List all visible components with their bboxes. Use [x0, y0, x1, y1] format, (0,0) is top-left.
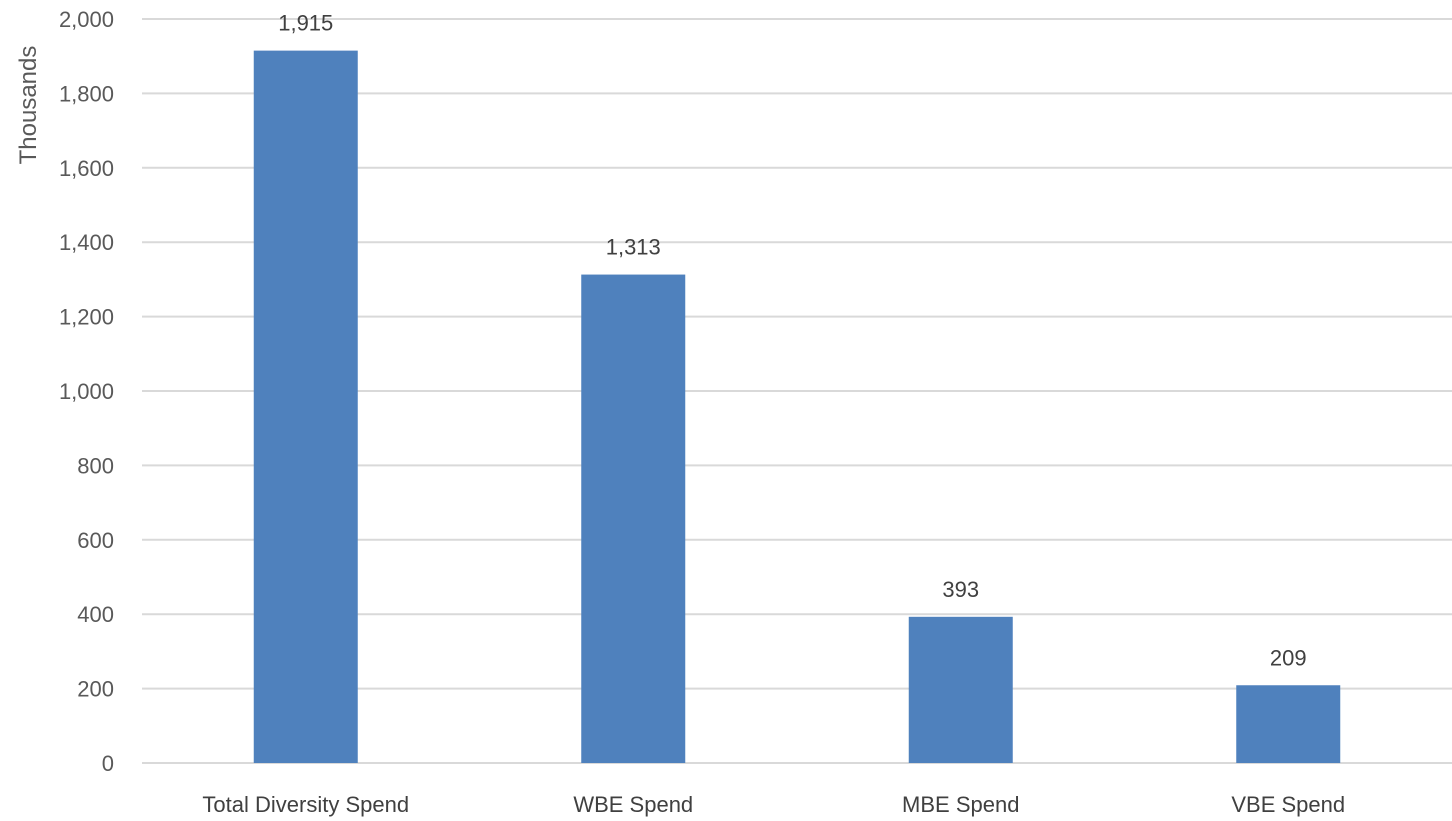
x-category-label: MBE Spend — [902, 792, 1019, 817]
y-tick-label: 0 — [102, 751, 114, 776]
y-axis-ticks: 0 200 400 600 800 1,000 1,200 1,400 1,600 1,800 2,… — [59, 7, 114, 776]
data-label: 1,313 — [606, 235, 661, 260]
y-tick-label: 2,000 — [59, 7, 114, 32]
data-labels: 1,915 1,313 393 209 — [278, 11, 1306, 671]
bar — [581, 274, 686, 763]
x-category-label: WBE Spend — [573, 792, 693, 817]
y-tick-label: 1,200 — [59, 305, 114, 330]
bar — [1236, 685, 1341, 763]
y-tick-label: 200 — [77, 677, 114, 702]
bar — [253, 50, 358, 764]
gridlines — [142, 18, 1452, 764]
bar — [908, 616, 1013, 763]
y-tick-label: 1,800 — [59, 81, 114, 106]
y-tick-label: 1,400 — [59, 230, 114, 255]
bars — [253, 50, 1341, 764]
y-tick-label: 800 — [77, 453, 114, 478]
data-label: 209 — [1270, 645, 1307, 670]
y-tick-label: 1,600 — [59, 156, 114, 181]
data-label: 393 — [942, 577, 979, 602]
data-label: 1,915 — [278, 11, 333, 36]
y-tick-label: 600 — [77, 528, 114, 553]
x-category-label: Total Diversity Spend — [202, 792, 409, 817]
y-tick-label: 400 — [77, 602, 114, 627]
y-axis-title: Thousands — [15, 46, 42, 165]
y-tick-label: 1,000 — [59, 379, 114, 404]
x-category-label: VBE Spend — [1231, 792, 1345, 817]
x-axis-categories: Total Diversity Spend WBE Spend MBE Spend V… — [202, 792, 1345, 817]
